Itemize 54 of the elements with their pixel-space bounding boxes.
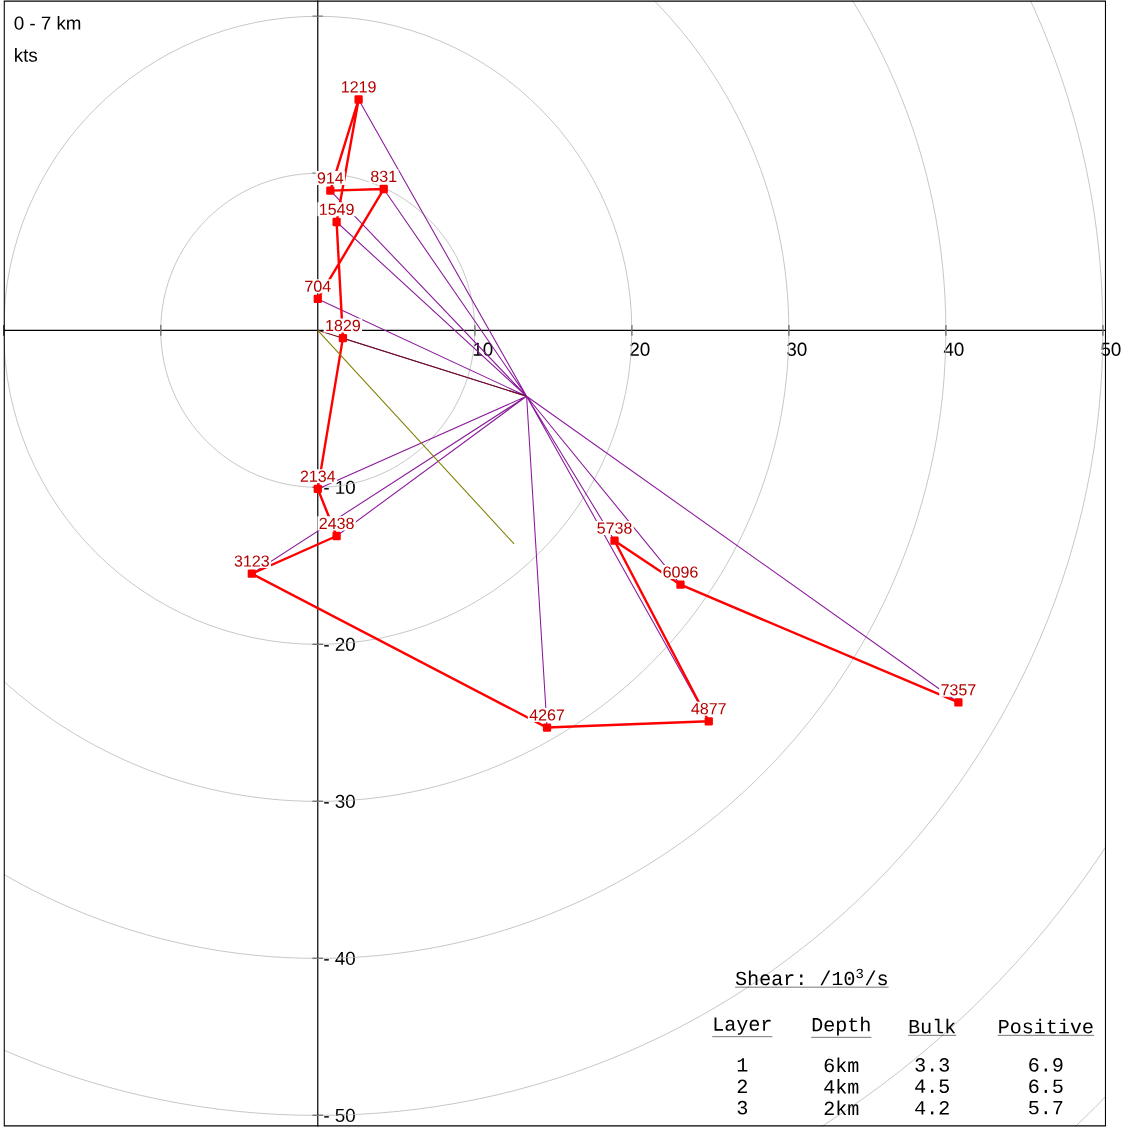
annotation: 4.5 bbox=[915, 1079, 950, 1093]
point bbox=[610, 536, 619, 545]
x-tick-label: 40 bbox=[944, 342, 964, 356]
point bbox=[326, 186, 335, 195]
text: kts bbox=[15, 48, 38, 62]
annotation: 1 bbox=[737, 1058, 748, 1072]
point bbox=[954, 698, 963, 707]
point bbox=[704, 717, 714, 726]
annotation: 4267 bbox=[529, 709, 565, 721]
annotation: Depth bbox=[812, 1016, 870, 1036]
annotation: Layer bbox=[714, 1017, 771, 1035]
point bbox=[332, 217, 341, 227]
annotation: 5.7 bbox=[1029, 1100, 1063, 1115]
annotation: 2438 bbox=[319, 517, 354, 530]
point bbox=[379, 184, 389, 194]
y-tick-label: - 50 bbox=[324, 1108, 356, 1123]
annotation: 3123 bbox=[234, 555, 270, 567]
point bbox=[676, 580, 685, 589]
text: 0 - 7 km bbox=[14, 16, 81, 30]
annotation: 4877 bbox=[691, 702, 726, 715]
annotation: Bulk bbox=[909, 1018, 956, 1034]
point bbox=[354, 95, 363, 104]
point bbox=[247, 569, 257, 578]
annotation: 6km bbox=[824, 1057, 859, 1073]
annotation: 4.2 bbox=[915, 1100, 950, 1115]
point bbox=[313, 484, 323, 494]
annotation: 7357 bbox=[941, 684, 976, 696]
point bbox=[313, 294, 323, 304]
annotation: 704 bbox=[305, 280, 331, 292]
point bbox=[338, 334, 348, 343]
y-tick-label: - 40 bbox=[324, 951, 356, 966]
annotation: 5738 bbox=[597, 522, 632, 534]
annotation: 2134 bbox=[300, 470, 336, 482]
annotation: 3 bbox=[737, 1100, 748, 1115]
annotation: 2km bbox=[824, 1100, 859, 1115]
annotation: 1829 bbox=[326, 319, 361, 332]
point bbox=[332, 531, 341, 541]
annotation: 6.9 bbox=[1029, 1058, 1063, 1072]
x-tick-label: 30 bbox=[787, 342, 807, 356]
annotation: 1219 bbox=[342, 81, 376, 93]
annotation: 2 bbox=[737, 1079, 748, 1093]
annotation: 831 bbox=[371, 170, 397, 183]
point bbox=[543, 723, 552, 732]
x-tick-label: 20 bbox=[630, 342, 650, 356]
annotation: 3.3 bbox=[915, 1058, 950, 1072]
annotation: Shear: /10$^{3}$/s bbox=[736, 968, 888, 986]
annotation: 4km bbox=[824, 1079, 859, 1094]
annotation: Positive bbox=[999, 1018, 1093, 1034]
annotation: 1549 bbox=[320, 203, 354, 216]
annotation: 6.5 bbox=[1029, 1079, 1063, 1094]
annotation: 6096 bbox=[663, 566, 698, 578]
y-tick-label: - 20 bbox=[324, 637, 356, 651]
annotation: 914 bbox=[317, 172, 344, 184]
y-tick-label: - 30 bbox=[324, 794, 356, 808]
